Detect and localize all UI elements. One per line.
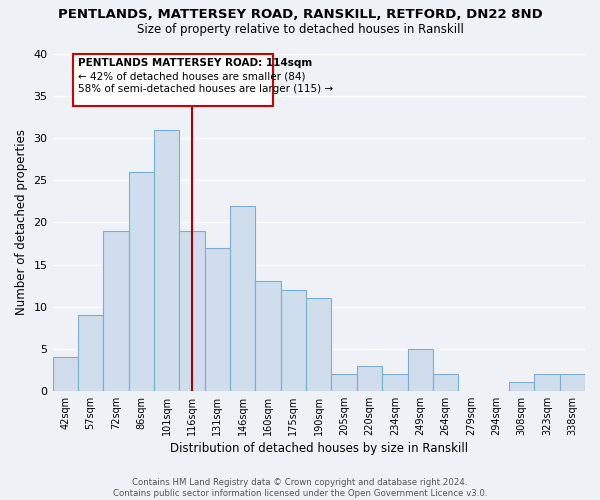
Text: ← 42% of detached houses are smaller (84): ← 42% of detached houses are smaller (84… [78,72,305,82]
Bar [205,248,230,391]
Bar [357,366,382,391]
Bar [306,298,331,391]
Bar [281,290,306,391]
X-axis label: Distribution of detached houses by size in Ranskill: Distribution of detached houses by size … [170,442,468,455]
Bar [103,231,128,391]
Bar [179,231,205,391]
Bar [433,374,458,391]
Bar [534,374,560,391]
Bar [53,357,78,391]
Text: Contains HM Land Registry data © Crown copyright and database right 2024.
Contai: Contains HM Land Registry data © Crown c… [113,478,487,498]
Text: 58% of semi-detached houses are larger (115) →: 58% of semi-detached houses are larger (… [78,84,333,94]
Text: Size of property relative to detached houses in Ranskill: Size of property relative to detached ho… [137,22,463,36]
Bar [331,374,357,391]
Bar [560,374,585,391]
Bar [78,315,103,391]
Text: PENTLANDS, MATTERSEY ROAD, RANSKILL, RETFORD, DN22 8ND: PENTLANDS, MATTERSEY ROAD, RANSKILL, RET… [58,8,542,20]
Bar [73,54,273,106]
Text: PENTLANDS MATTERSEY ROAD: 114sqm: PENTLANDS MATTERSEY ROAD: 114sqm [78,58,312,68]
Y-axis label: Number of detached properties: Number of detached properties [15,130,28,316]
Bar [154,130,179,391]
Bar [509,382,534,391]
Bar [382,374,407,391]
Bar [407,348,433,391]
Bar [256,282,281,391]
Bar [230,206,256,391]
Bar [128,172,154,391]
